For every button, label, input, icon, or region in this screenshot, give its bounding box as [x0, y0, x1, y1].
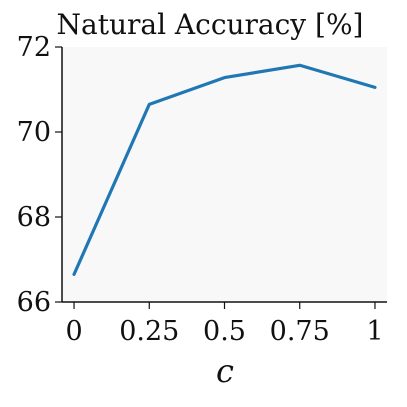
plot-background [62, 47, 387, 302]
y-axis-ticks: 66 68 70 72 [17, 32, 62, 318]
y-tick-label: 70 [17, 117, 51, 148]
x-tick-label: 0.75 [270, 316, 330, 347]
y-tick-label: 68 [17, 202, 51, 233]
x-axis-ticks: 0 0.25 0.5 0.75 1 [65, 302, 384, 347]
series-layer [72, 63, 377, 276]
x-tick-label: 0.5 [203, 316, 246, 347]
x-axis-label: c [216, 352, 234, 390]
x-tick-label: 0.25 [119, 316, 179, 347]
x-tick-label: 1 [366, 316, 383, 347]
y-tick-label: 66 [17, 287, 51, 318]
y-tick-label: 72 [17, 32, 51, 63]
x-tick-label: 0 [65, 316, 82, 347]
chart-title: Natural Accuracy [%] [57, 8, 364, 41]
